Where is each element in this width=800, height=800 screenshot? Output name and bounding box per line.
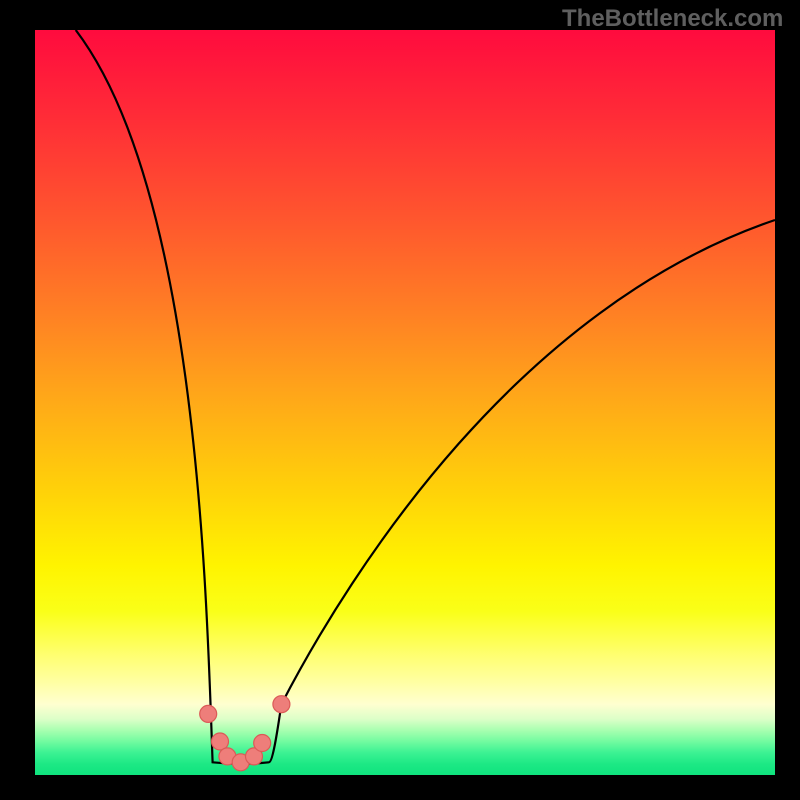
- plot-svg: [35, 30, 775, 775]
- gradient-rect: [35, 30, 775, 775]
- dip-marker-6: [273, 696, 290, 713]
- watermark-text: TheBottleneck.com: [562, 5, 783, 33]
- dip-marker-5: [254, 735, 271, 752]
- plot-area: [35, 30, 775, 775]
- dip-marker-0: [200, 705, 217, 722]
